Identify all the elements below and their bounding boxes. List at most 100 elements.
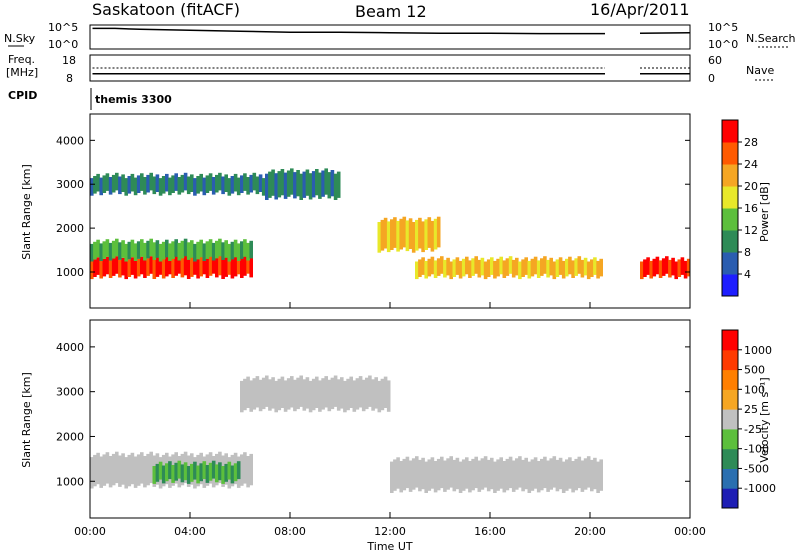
heatmap-cell [246, 376, 250, 408]
heatmap-cell [155, 174, 160, 192]
heatmap-cell [152, 242, 157, 260]
heatmap-cell [461, 258, 466, 277]
heatmap-cell [108, 456, 113, 488]
heatmap-cell [355, 378, 360, 410]
x-tick-label: 00:00 [674, 525, 706, 538]
heatmap-cell [158, 461, 163, 480]
heatmap-cell [161, 465, 166, 484]
heatmap-cell [452, 259, 457, 277]
heatmap-cell [249, 174, 253, 193]
heatmap-cell [102, 258, 107, 277]
heatmap-cell [90, 457, 94, 489]
heatmap-cell [511, 259, 516, 278]
heatmap-cell [252, 172, 257, 191]
heatmap-cell [371, 379, 375, 411]
heatmap-cell [249, 453, 253, 486]
heatmap-cell [590, 259, 594, 277]
heatmap-cell [111, 174, 116, 193]
heatmap-cell [571, 260, 575, 278]
heatmap-cell [308, 380, 313, 413]
heatmap-cell [93, 241, 97, 260]
heatmap-cell [133, 456, 138, 488]
heatmap-cell [358, 376, 363, 408]
heatmap-cell [99, 260, 103, 279]
heatmap-cell [274, 173, 278, 200]
heatmap-cell [202, 243, 207, 261]
nave-bottom-tick: 0 [708, 72, 715, 85]
heatmap-cell [268, 171, 272, 198]
heatmap-cell [571, 461, 575, 493]
heatmap-cell [427, 459, 432, 491]
heatmap-cell [90, 178, 94, 196]
heatmap-cell [140, 239, 144, 257]
heatmap-cell [149, 451, 153, 484]
heatmap-cell [315, 376, 319, 408]
heatmap-cell [324, 168, 328, 195]
colorbar-tick-label: -25 [744, 423, 762, 436]
heatmap-cell [418, 459, 422, 492]
heatmap-cell [343, 380, 347, 413]
heatmap-cell [415, 456, 419, 488]
heatmap-cell [518, 261, 522, 280]
heatmap-cell [158, 178, 163, 196]
heatmap-cell [165, 173, 169, 192]
heatmap-cell [324, 376, 328, 408]
heatmap-cell [202, 461, 207, 480]
heatmap-cell [443, 259, 447, 278]
heatmap-cell [224, 246, 228, 277]
heatmap-cell [149, 238, 153, 257]
heatmap-cell [415, 261, 419, 280]
heatmap-cell [446, 257, 450, 276]
heatmap-cell [124, 457, 128, 489]
heatmap-cell [177, 460, 182, 479]
power-colorbar-label: Power [dB] [758, 182, 771, 242]
heatmap-cell [468, 461, 472, 493]
heatmap-cell [133, 177, 138, 196]
heatmap-cell [227, 461, 232, 480]
heatmap-cell [218, 238, 222, 257]
heatmap-cell [218, 244, 222, 276]
x-tick-label: 04:00 [174, 525, 206, 538]
heatmap-cell [218, 462, 222, 481]
heatmap-cell [440, 256, 444, 274]
heatmap-cell [330, 377, 335, 410]
heatmap-cell [108, 260, 113, 278]
colorbar-swatch [722, 142, 738, 165]
heatmap-cell [424, 260, 428, 279]
heatmap-cell [427, 258, 432, 277]
heatmap-cell [186, 466, 191, 484]
heatmap-cell [171, 241, 175, 259]
freq-bottom-tick: 8 [66, 72, 73, 85]
heatmap-cell [318, 172, 322, 199]
heatmap-cell [136, 175, 141, 193]
velocity-colorbar: 1000 500 100 25 -25 -100 -500 -1000 [721, 329, 776, 509]
heatmap-cell [311, 171, 316, 198]
heatmap-cell [227, 178, 232, 196]
beam-title: Beam 12 [355, 2, 427, 21]
y-tick-label: 1000 [56, 475, 84, 488]
heatmap-cell [177, 177, 182, 195]
heatmap-cell [121, 257, 125, 276]
heatmap-cell [411, 458, 416, 490]
heatmap-cell [271, 169, 275, 196]
nsky-series [92, 27, 691, 35]
colorbar-tick-label: 1000 [744, 344, 772, 357]
heatmap-cell [196, 176, 200, 194]
heatmap-cell [411, 222, 416, 253]
colorbar-tick-label: -500 [744, 462, 769, 475]
heatmap-cell [596, 461, 600, 493]
heatmap-cell [171, 175, 175, 193]
heatmap-cell [165, 245, 169, 277]
colorbar-tick-label: 4 [744, 268, 751, 281]
heatmap-cell [240, 454, 244, 486]
velocity-y-label: Slant Range [km] [20, 372, 33, 468]
velocity-heatmap [90, 375, 603, 493]
heatmap-cell [243, 173, 247, 191]
heatmap-cell [127, 259, 132, 277]
heatmap-cell [211, 460, 216, 479]
heatmap-cell [468, 260, 472, 278]
heatmap-cell [265, 375, 269, 407]
nave-label: Nave [746, 64, 774, 77]
heatmap-cell [146, 453, 150, 486]
heatmap-cell [305, 169, 310, 196]
